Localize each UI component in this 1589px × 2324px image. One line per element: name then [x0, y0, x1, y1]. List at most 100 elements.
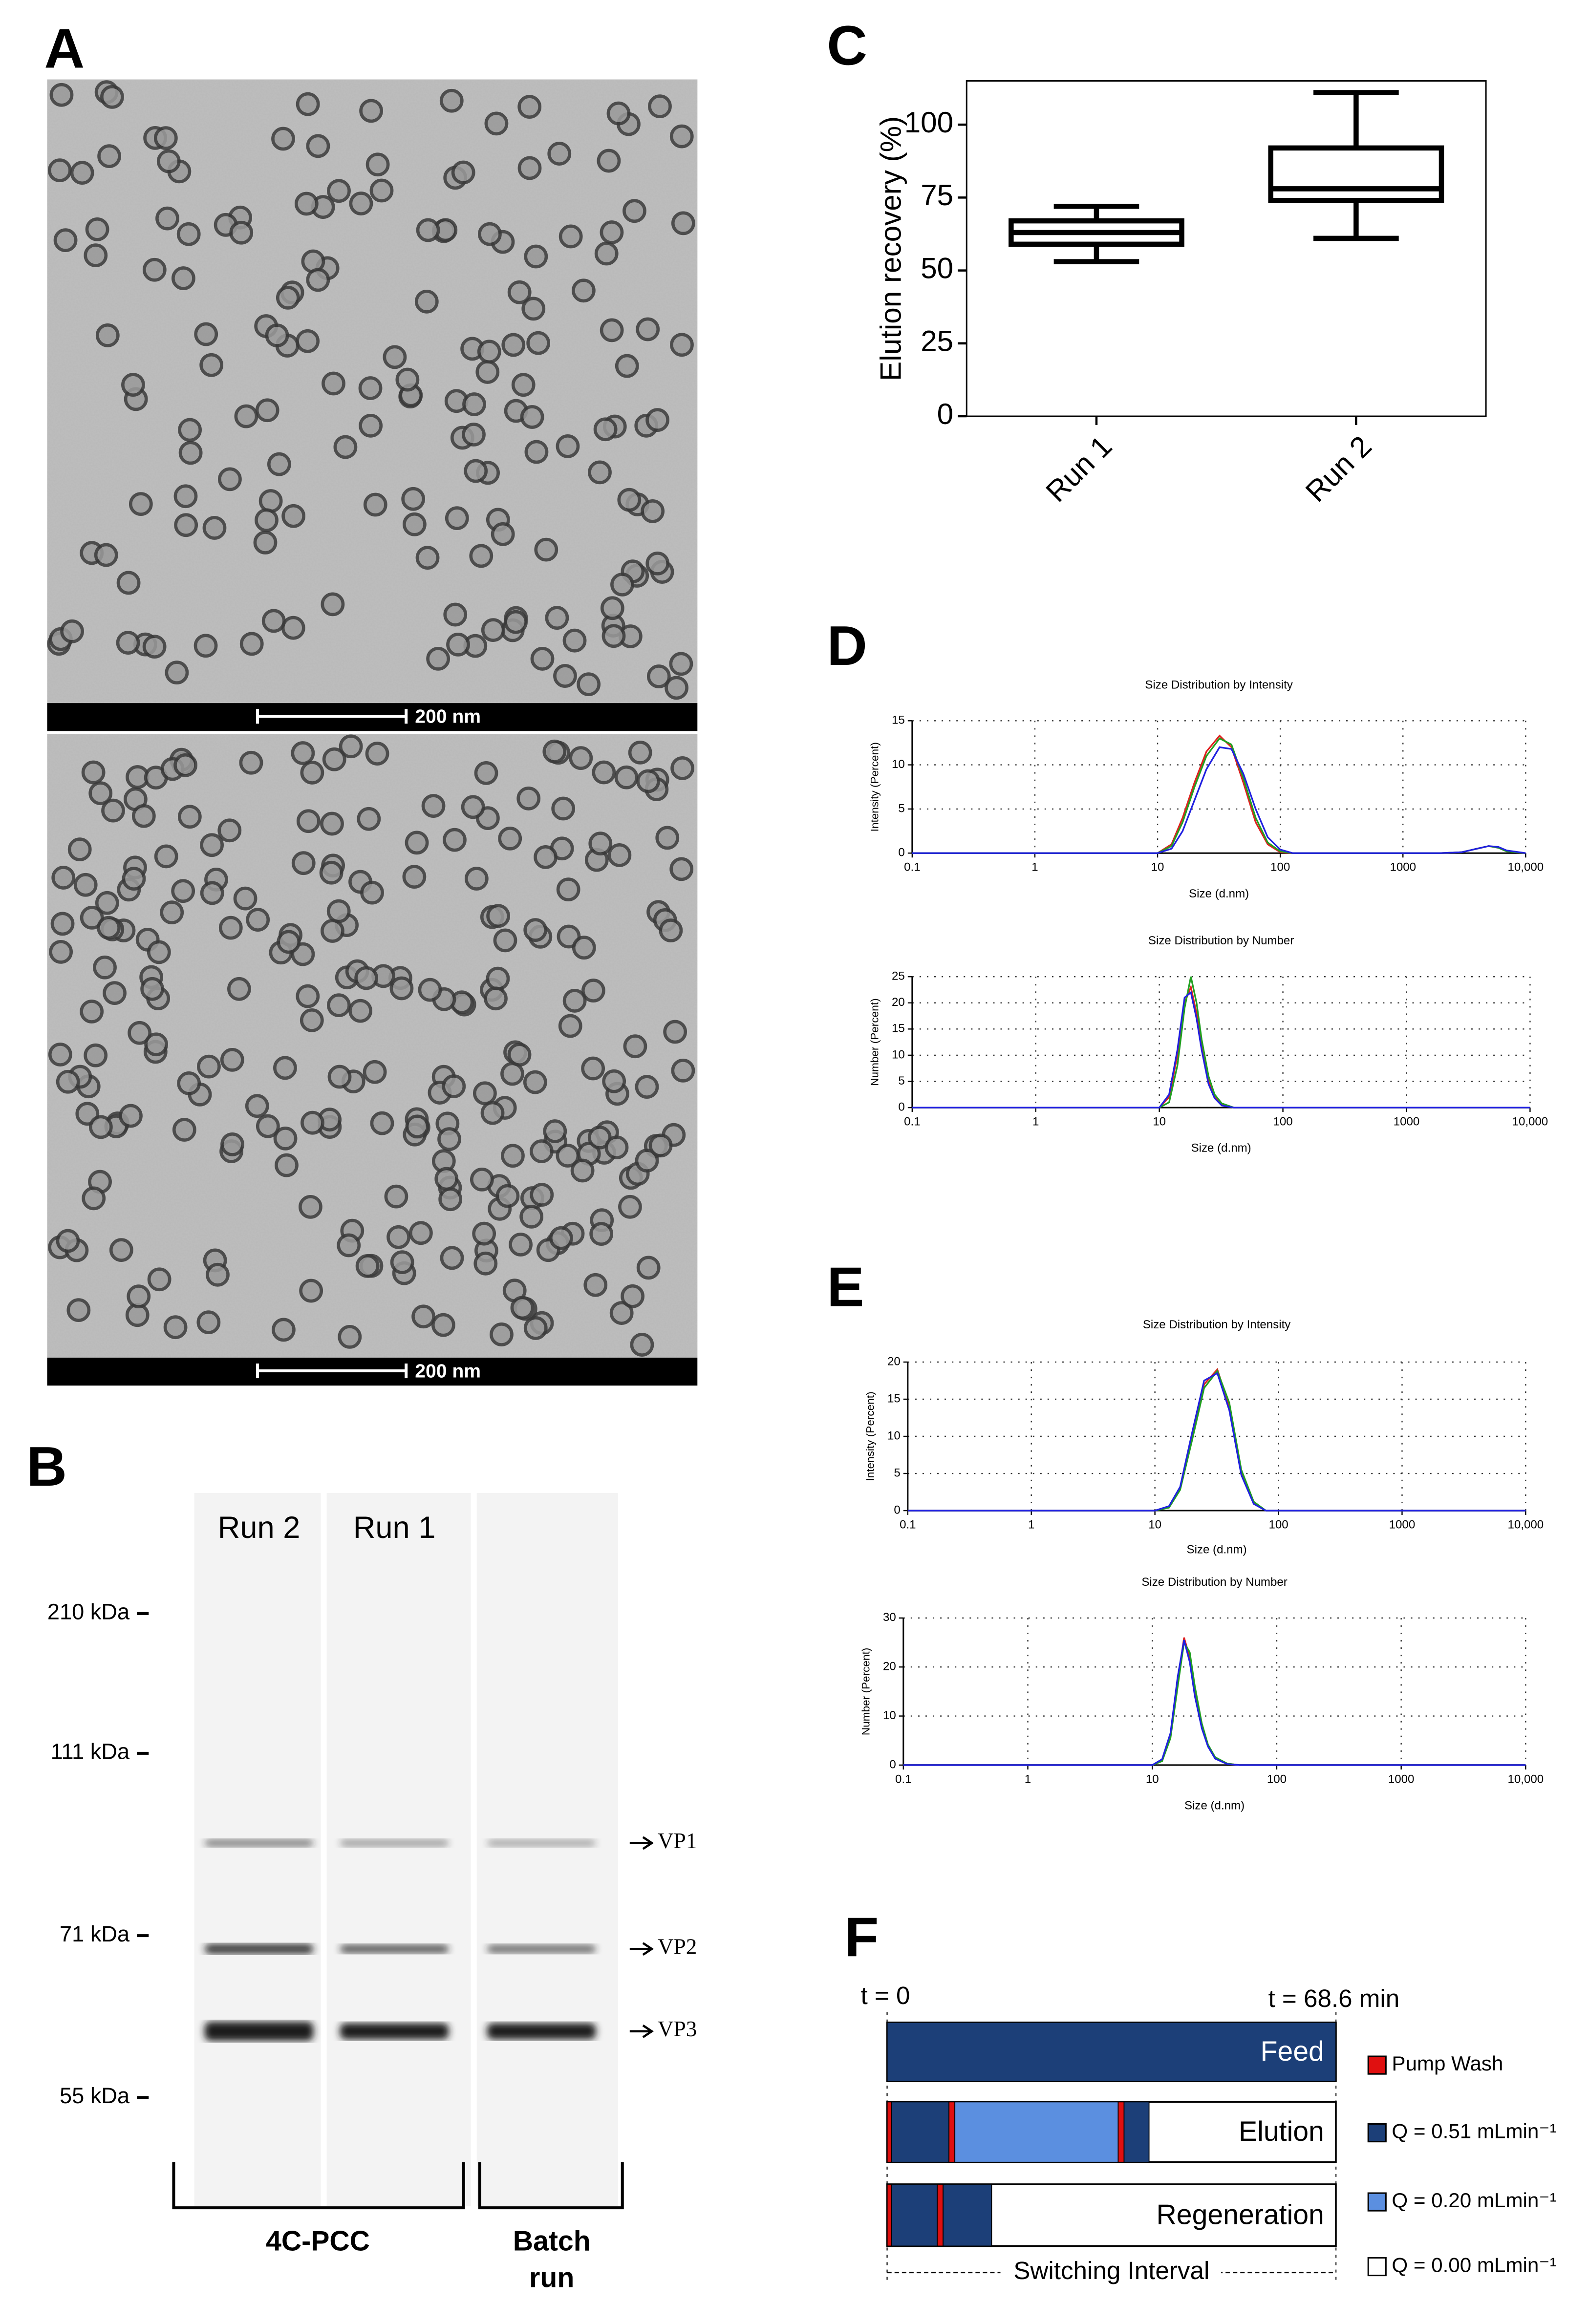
particle [583, 1273, 608, 1297]
x-tick-label: Run 1 [1039, 429, 1118, 509]
particle [154, 844, 178, 869]
particle [218, 467, 242, 491]
particle [418, 978, 442, 1002]
x-tick-label: 10,000 [1508, 861, 1544, 874]
data-line [903, 1640, 1526, 1766]
particle [569, 746, 593, 770]
particle [194, 322, 218, 346]
particle [614, 765, 639, 789]
chart-title: Size Distribution by Number [1141, 1576, 1287, 1589]
particle [174, 513, 198, 537]
x-axis-label: Size (d.nm) [1187, 1543, 1247, 1556]
particle [147, 940, 171, 964]
y-tick-label: 0 [889, 1758, 896, 1771]
particle [635, 1149, 659, 1173]
particle [128, 1021, 152, 1045]
particle [200, 881, 224, 905]
y-axis-label: Number (Percent) [859, 1648, 872, 1735]
particle [670, 756, 694, 780]
particle [147, 1267, 172, 1292]
particle [383, 345, 407, 369]
particle [587, 1125, 612, 1150]
scale-bar-label: 200 nm [415, 1361, 481, 1382]
particle [206, 1262, 230, 1287]
particle [359, 413, 383, 438]
schedule-segment [891, 2184, 938, 2247]
x-tick-label: 1 [1032, 1115, 1039, 1129]
gel-band [487, 1944, 596, 1954]
particle [97, 144, 121, 169]
particle [239, 632, 264, 656]
particle [233, 886, 258, 911]
legend-swatch [1367, 2257, 1387, 2277]
particle [348, 999, 372, 1023]
particle [48, 1043, 72, 1066]
particle [178, 441, 203, 465]
row-label: Elution [1239, 2116, 1324, 2147]
particle [165, 661, 189, 685]
particle [155, 206, 179, 231]
plot-frame [966, 80, 1487, 417]
particle [171, 266, 195, 290]
particle [442, 1074, 466, 1098]
particle [669, 124, 694, 149]
particle [621, 1284, 644, 1308]
particle [604, 1135, 629, 1160]
lane-label: Run 1 [353, 1511, 436, 1545]
x-tick-label: Run 2 [1299, 429, 1378, 509]
particle [291, 851, 316, 875]
particle [95, 891, 119, 915]
particle [326, 899, 351, 923]
y-tick-label: 25 [921, 324, 953, 358]
particle [472, 1221, 496, 1246]
particle [558, 1014, 582, 1038]
panel-label: C [827, 15, 867, 77]
particle [322, 747, 346, 771]
particle [84, 243, 108, 268]
data-line [903, 1640, 1526, 1766]
gel-band [204, 1943, 314, 1954]
particle [543, 1119, 567, 1143]
particle [357, 807, 381, 831]
particle [641, 499, 665, 523]
particle [439, 88, 464, 113]
data-line [907, 1367, 1526, 1512]
particle [451, 160, 475, 185]
particle [127, 1284, 151, 1308]
particle [588, 460, 612, 485]
schedule-segment [886, 2022, 1336, 2082]
particle [648, 1133, 673, 1158]
particle [140, 977, 164, 1001]
particle [403, 512, 427, 536]
y-tick-label: 50 [921, 251, 953, 284]
particle [669, 652, 693, 676]
particle [306, 268, 330, 292]
particle [526, 331, 551, 355]
band-arrow-head [642, 1942, 654, 1956]
band-arrow-head [642, 2024, 654, 2038]
particle [84, 1043, 108, 1067]
data-line [907, 1372, 1526, 1512]
particle [628, 741, 652, 765]
legend-label: Q = 0.51 mLmin⁻¹ [1392, 2120, 1556, 2143]
particle [142, 257, 167, 282]
particle [217, 818, 242, 843]
particle [171, 879, 195, 903]
particle [646, 664, 671, 688]
particle [431, 1313, 455, 1337]
particle [498, 826, 522, 851]
particle [365, 152, 390, 177]
particle [202, 516, 227, 540]
particle [360, 880, 384, 905]
x-tick-label: 1 [1025, 1772, 1031, 1786]
particle [440, 1246, 464, 1270]
marker-label: 111 kDa [51, 1739, 130, 1764]
particle [256, 1114, 280, 1138]
particle [636, 1256, 661, 1280]
particle [510, 1296, 535, 1320]
x-tick-label: 0.1 [904, 1115, 920, 1129]
gel-lane [476, 1492, 618, 2207]
legend-label: Pump Wash [1392, 2052, 1503, 2075]
x-tick-label: 0.1 [895, 1772, 911, 1786]
